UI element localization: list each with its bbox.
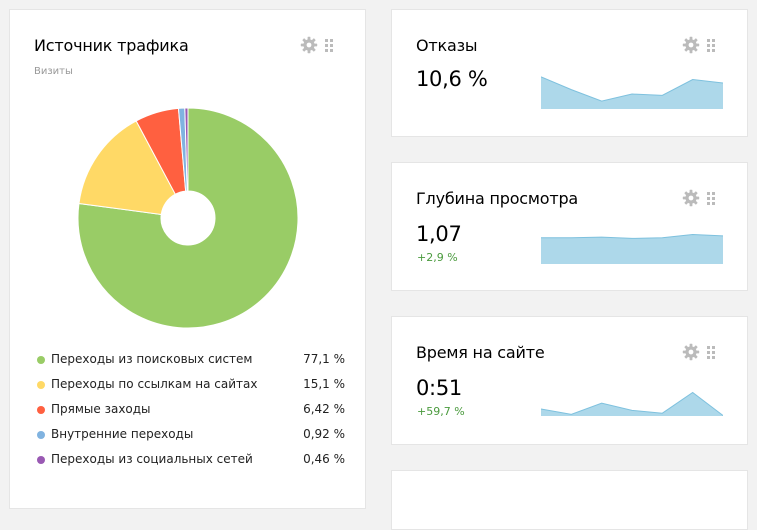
gear-icon[interactable]: [682, 343, 700, 361]
legend-item[interactable]: Переходы из социальных сетей 0,46 %: [35, 449, 345, 474]
depth-value: 1,07: [416, 222, 462, 246]
legend-value: 6,42 %: [303, 402, 345, 416]
legend-dot: [37, 356, 45, 364]
legend-value: 77,1 %: [303, 352, 345, 366]
legend-dot: [37, 456, 45, 464]
grip-dots-icon[interactable]: [324, 38, 334, 52]
sparkline-line: [541, 76, 723, 102]
gear-icon[interactable]: [682, 189, 700, 207]
sparkline-area: [541, 392, 723, 416]
time-on-site-widget: Время на сайте 0:51 +59,7 %: [391, 316, 748, 445]
sparkline-line: [541, 391, 723, 416]
legend-item[interactable]: Прямые заходы 6,42 %: [35, 399, 345, 424]
legend-label: Переходы по ссылкам на сайтах: [51, 377, 258, 391]
depth-delta: +2,9 %: [417, 251, 458, 264]
legend-item[interactable]: Переходы из поисковых систем 77,1 %: [35, 349, 345, 374]
traffic-source-controls: [300, 36, 334, 54]
sparkline-line: [541, 234, 723, 239]
bounces-controls: [682, 36, 716, 54]
bounces-widget: Отказы 10,6 %: [391, 9, 748, 137]
pie-slice-1[interactable]: [78, 120, 176, 216]
legend-item[interactable]: Внутренние переходы 0,92 %: [35, 424, 345, 449]
pie-slice-4[interactable]: [184, 107, 189, 192]
traffic-pie-chart: [77, 107, 299, 329]
legend-label: Прямые заходы: [51, 402, 151, 416]
sparkline-area: [541, 76, 723, 109]
legend-value: 0,92 %: [303, 427, 345, 441]
depth-controls: [682, 189, 716, 207]
depth-widget: Глубина просмотра 1,07 +2,9 %: [391, 162, 748, 291]
legend-value: 0,46 %: [303, 452, 345, 466]
legend-dot: [37, 381, 45, 389]
time-controls: [682, 343, 716, 361]
next-widget: [391, 470, 748, 530]
grip-dots-icon[interactable]: [706, 38, 716, 52]
depth-sparkline: [541, 234, 723, 264]
grip-dots-icon[interactable]: [706, 191, 716, 205]
legend-item[interactable]: Переходы по ссылкам на сайтах 15,1 %: [35, 374, 345, 399]
traffic-source-widget: Источник трафика Визиты Переходы из поис…: [9, 9, 366, 509]
time-value: 0:51: [416, 376, 462, 400]
time-delta: +59,7 %: [417, 405, 465, 418]
grip-dots-icon[interactable]: [706, 345, 716, 359]
legend-label: Переходы из социальных сетей: [51, 452, 253, 466]
time-title: Время на сайте: [416, 343, 545, 362]
legend-value: 15,1 %: [303, 377, 345, 391]
bounces-sparkline: [541, 76, 723, 109]
depth-title: Глубина просмотра: [416, 189, 579, 208]
pie-slice-0[interactable]: [77, 107, 299, 329]
legend-label: Переходы из поисковых систем: [51, 352, 253, 366]
bounces-value: 10,6 %: [416, 67, 488, 91]
gear-icon[interactable]: [682, 36, 700, 54]
traffic-legend: Переходы из поисковых систем 77,1 % Перехо…: [35, 349, 345, 474]
legend-dot: [37, 431, 45, 439]
traffic-source-title: Источник трафика: [34, 36, 189, 55]
legend-dot: [37, 406, 45, 414]
time-sparkline: [541, 391, 723, 416]
bounces-title: Отказы: [416, 36, 478, 55]
gear-icon[interactable]: [300, 36, 318, 54]
traffic-source-subtitle: Визиты: [34, 66, 73, 77]
legend-label: Внутренние переходы: [51, 427, 194, 441]
sparkline-area: [541, 234, 723, 264]
